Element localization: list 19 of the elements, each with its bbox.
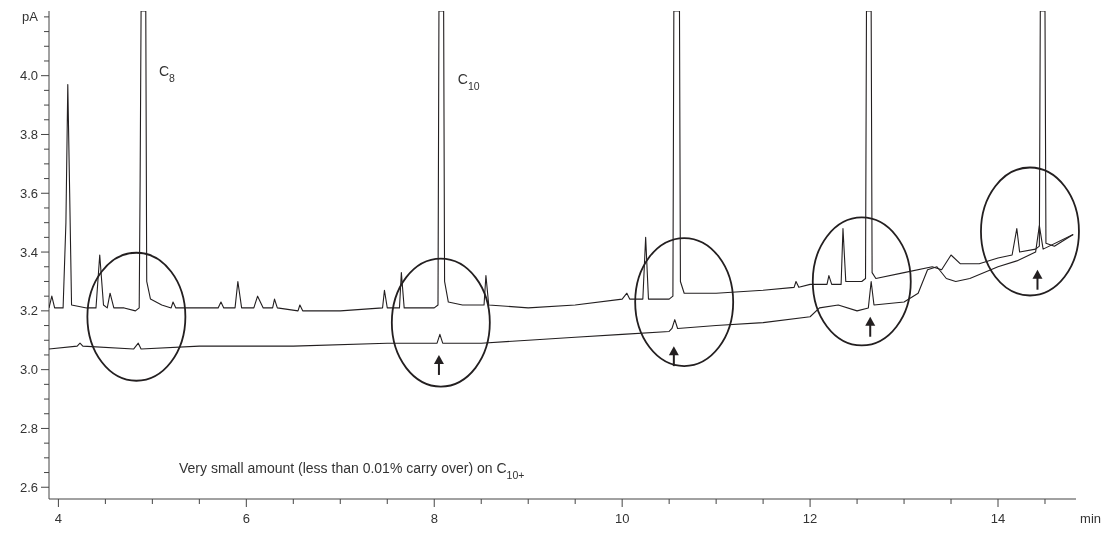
x-tick-label: 8 [430,511,438,526]
y-axis-title: pA [22,9,39,24]
annotation: C$_{10}$ [457,71,480,93]
y-tick-label: 3.8 [19,127,38,143]
y-tick-label: 3.4 [19,244,38,260]
x-tick-label: 12 [802,511,818,526]
x-axis-title: min [1080,511,1101,526]
x-tick-label: 6 [242,511,250,526]
y-tick-label: 4.0 [19,68,38,84]
x-tick-label: 10 [614,511,630,526]
y-tick-label: 2.8 [19,421,38,436]
x-tick-label: 4 [54,511,63,526]
y-tick-label: 3.2 [19,303,38,319]
annotation: C$_{8}$ [158,62,176,84]
y-tick-label: 3.6 [19,185,38,201]
x-tick-label: 14 [990,511,1006,526]
y-tick-label: 2.6 [19,479,38,495]
annotation: Very small amount (less than 0.01% carry over) on C$_{10+}$ [179,460,525,481]
y-tick-label: 3.0 [19,362,38,378]
